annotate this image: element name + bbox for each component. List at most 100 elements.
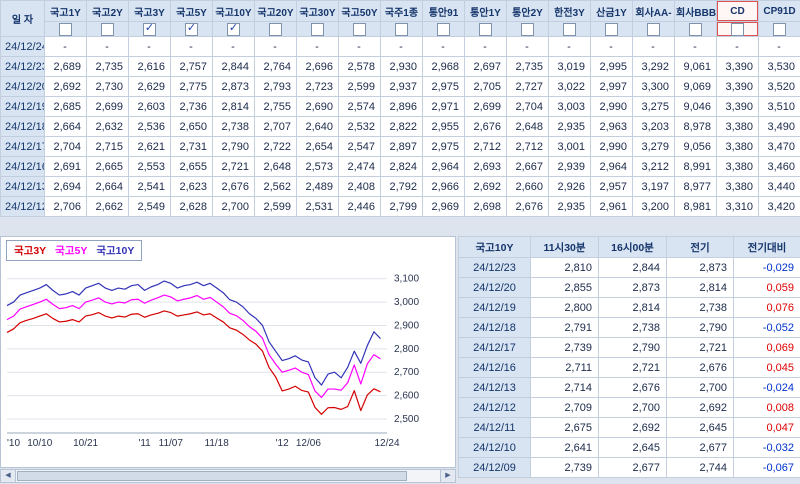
- rate-cell: 2,685: [44, 96, 87, 117]
- rate-cell: 3,470: [758, 136, 800, 157]
- column-checkbox[interactable]: ✓: [185, 21, 198, 36]
- column-checkbox[interactable]: [353, 22, 366, 36]
- table-row[interactable]: 24/12/12 2,706 2,662 2,549 2,628 2,700 2,599 2,…: [0, 196, 800, 217]
- rate-cell: 2,963: [590, 116, 633, 137]
- prev-cell: 2,676: [666, 357, 734, 378]
- table-row[interactable]: 24/12/19 2,685 2,699 2,603 2,736 2,814 2,755 2,…: [0, 96, 800, 117]
- table-row[interactable]: 24/12/20 2,855 2,873 2,814 0,059: [458, 277, 800, 298]
- table-row[interactable]: 24/12/09 2,739 2,677 2,744 -0,067: [458, 457, 800, 478]
- row-date: 24/12/23: [458, 257, 531, 278]
- rate-cell: 3,380: [716, 136, 759, 157]
- value-1600-cell: 2,721: [598, 357, 667, 378]
- rate-cell: 2,578: [338, 56, 381, 77]
- value-1600-cell: 2,790: [598, 337, 667, 358]
- table-row[interactable]: 24/12/24- - - - - - - - - - - - - - - - - -: [0, 36, 800, 57]
- table-row[interactable]: 24/12/17 2,739 2,790 2,721 0,069: [458, 337, 800, 358]
- y-axis-label: 2,600: [394, 391, 419, 402]
- table-row[interactable]: 24/12/23 2,810 2,844 2,873 -0,029: [458, 257, 800, 278]
- table-row[interactable]: 24/12/13 2,714 2,676 2,700 -0,024: [458, 377, 800, 398]
- column-checkbox[interactable]: ✓: [143, 21, 156, 36]
- column-checkbox[interactable]: [731, 22, 744, 36]
- prev-cell: 2,738: [666, 297, 734, 318]
- change-cell: 0,069: [733, 337, 800, 358]
- rate-cell: 3,520: [758, 76, 800, 97]
- x-axis-label: 11/18: [205, 438, 230, 449]
- rate-cell: 2,562: [254, 176, 297, 197]
- y-axis-label: 3,000: [394, 297, 419, 308]
- checkbox-cell: [506, 21, 549, 37]
- column-checkbox[interactable]: [479, 22, 492, 36]
- value-1130-cell: 2,711: [530, 357, 599, 378]
- rate-cell: -: [716, 36, 759, 57]
- rate-cell: 2,676: [506, 196, 549, 217]
- rate-cell: 2,897: [380, 136, 423, 157]
- column-checkbox[interactable]: [59, 22, 72, 36]
- table-row[interactable]: 24/12/20 2,692 2,730 2,629 2,775 2,873 2,793 2,…: [0, 76, 800, 97]
- column-checkbox[interactable]: [563, 22, 576, 36]
- table-row[interactable]: 24/12/17 2,704 2,715 2,621 2,731 2,790 2,722 2,…: [0, 136, 800, 157]
- table-row[interactable]: 24/12/10 2,641 2,645 2,677 -0,032: [458, 437, 800, 458]
- rate-cell: 2,822: [380, 116, 423, 137]
- rate-cell: 2,712: [506, 136, 549, 157]
- x-axis-label: 12/24: [374, 438, 399, 449]
- prev-cell: 2,692: [666, 397, 734, 418]
- rate-cell: 9,046: [674, 96, 717, 117]
- prev-cell: 2,873: [666, 257, 734, 278]
- column-checkbox[interactable]: [437, 22, 450, 36]
- checkbox-cell: ✓: [212, 21, 255, 37]
- column-checkbox[interactable]: [689, 22, 702, 36]
- table-row[interactable]: 24/12/18 2,791 2,738 2,790 -0,052: [458, 317, 800, 338]
- value-1130-cell: 2,641: [530, 437, 599, 458]
- checkbox-cell: [464, 21, 507, 37]
- value-1130-cell: 2,855: [530, 277, 599, 298]
- rate-cell: 3,019: [548, 56, 591, 77]
- table-row[interactable]: 24/12/16 2,711 2,721 2,676 0,045: [458, 357, 800, 378]
- rate-cell: 2,738: [212, 116, 255, 137]
- y-axis-label: 2,800: [394, 344, 419, 355]
- scrollbar-thumb[interactable]: [17, 471, 408, 481]
- table-row[interactable]: 24/12/12 2,709 2,700 2,692 0,008: [458, 397, 800, 418]
- table-row[interactable]: 24/12/13 2,694 2,664 2,541 2,623 2,676 2,562 2,…: [0, 176, 800, 197]
- rate-cell: -: [254, 36, 297, 57]
- column-checkbox[interactable]: [395, 22, 408, 36]
- rate-cell: 8,977: [674, 176, 717, 197]
- rate-cell: -: [338, 36, 381, 57]
- scroll-right-icon[interactable]: ▶: [440, 470, 455, 482]
- rate-cell: 2,489: [296, 176, 339, 197]
- value-1600-cell: 2,677: [598, 457, 667, 478]
- checkbox-cell: [548, 21, 591, 37]
- rate-cell: 3,292: [632, 56, 675, 77]
- table-row[interactable]: 24/12/11 2,675 2,692 2,645 0,047: [458, 417, 800, 438]
- column-checkbox[interactable]: [647, 22, 660, 36]
- row-date: 24/12/09: [458, 457, 531, 478]
- value-1600-cell: 2,814: [598, 297, 667, 318]
- legend-item: 국고10Y: [96, 245, 135, 257]
- prev-cell: 2,677: [666, 437, 734, 458]
- column-header: 국고3Y: [128, 0, 171, 22]
- table-row[interactable]: 24/12/23 2,689 2,735 2,616 2,757 2,844 2,764 2,…: [0, 56, 800, 77]
- change-cell: -0,032: [733, 437, 800, 458]
- column-checkbox[interactable]: [311, 22, 324, 36]
- column-checkbox[interactable]: [605, 22, 618, 36]
- column-checkbox[interactable]: [521, 22, 534, 36]
- value-1130-cell: 2,739: [530, 337, 599, 358]
- y-axis-label: 2,500: [394, 414, 419, 425]
- scrollbar-track[interactable]: [16, 470, 440, 482]
- chart-horizontal-scrollbar[interactable]: ◀ ▶: [0, 469, 456, 483]
- row-date: 24/12/17: [0, 136, 45, 157]
- column-checkbox[interactable]: [773, 22, 786, 36]
- y-axis-label: 2,700: [394, 367, 419, 378]
- column-checkbox[interactable]: [269, 22, 282, 36]
- rate-cell: 2,755: [254, 96, 297, 117]
- change-cell: -0,029: [733, 257, 800, 278]
- table-row[interactable]: 24/12/19 2,800 2,814 2,738 0,076: [458, 297, 800, 318]
- column-checkbox[interactable]: ✓: [227, 21, 240, 36]
- table-row[interactable]: 24/12/16 2,691 2,665 2,553 2,655 2,721 2,648 2,…: [0, 156, 800, 177]
- table-row[interactable]: 24/12/18 2,664 2,632 2,536 2,650 2,738 2,707 2,…: [0, 116, 800, 137]
- scroll-left-icon[interactable]: ◀: [1, 470, 16, 482]
- column-checkbox[interactable]: [101, 22, 114, 36]
- rate-cell: 2,446: [338, 196, 381, 217]
- x-axis-label: 11/07: [159, 438, 184, 449]
- rate-cell: 2,553: [128, 156, 171, 177]
- checkbox-cell: [590, 21, 633, 37]
